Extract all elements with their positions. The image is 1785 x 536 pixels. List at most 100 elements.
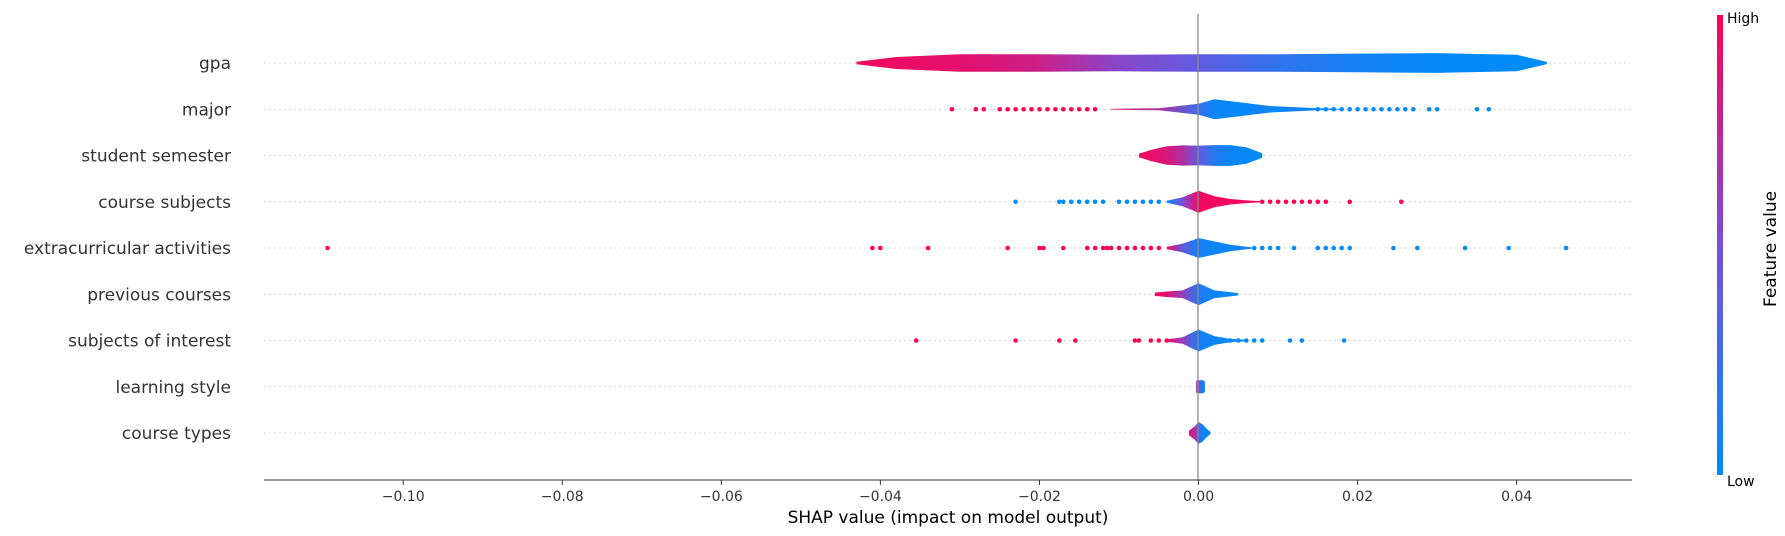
point-extracurricular-activities-4 bbox=[1005, 245, 1010, 251]
point-extracurricular-activities-29 bbox=[1391, 245, 1396, 251]
point-major-27 bbox=[1403, 106, 1408, 112]
point-extracurricular-activities-8 bbox=[1084, 245, 1090, 251]
point-extracurricular-activities-2 bbox=[878, 245, 883, 251]
point-major-25 bbox=[1387, 106, 1392, 112]
x-tick-label-1: −0.08 bbox=[541, 489, 584, 505]
point-course-subjects-9 bbox=[1124, 199, 1130, 205]
x-tick-label-3: −0.04 bbox=[859, 489, 902, 505]
point-course-subjects-16 bbox=[1275, 199, 1281, 205]
violin-course-types bbox=[1189, 422, 1211, 444]
point-extracurricular-activities-30 bbox=[1415, 245, 1420, 251]
point-course-subjects-1 bbox=[1057, 199, 1062, 205]
feature-label-learning-style: learning style bbox=[115, 378, 231, 398]
violin-gpa bbox=[856, 53, 1547, 73]
point-extracurricular-activities-5 bbox=[1037, 245, 1042, 251]
point-subjects-of-interest-1 bbox=[1013, 338, 1018, 343]
x-tick-label-5: 0.00 bbox=[1183, 489, 1214, 505]
point-major-0 bbox=[949, 106, 955, 112]
point-course-subjects-19 bbox=[1299, 199, 1305, 205]
point-major-16 bbox=[1315, 106, 1321, 112]
violin-course-subjects bbox=[1166, 190, 1263, 213]
point-course-subjects-10 bbox=[1132, 199, 1138, 205]
point-subjects-of-interest-17 bbox=[1341, 338, 1347, 343]
point-major-17 bbox=[1323, 106, 1329, 112]
point-extracurricular-activities-0 bbox=[325, 245, 330, 251]
point-extracurricular-activities-13 bbox=[1116, 245, 1122, 251]
colorbar-title: Feature value bbox=[1761, 191, 1781, 307]
point-extracurricular-activities-31 bbox=[1462, 245, 1468, 251]
point-major-20 bbox=[1347, 106, 1352, 112]
point-extracurricular-activities-12 bbox=[1108, 245, 1114, 251]
point-extracurricular-activities-33 bbox=[1563, 245, 1569, 251]
point-major-18 bbox=[1331, 106, 1336, 112]
point-course-subjects-2 bbox=[1061, 199, 1066, 205]
x-tick-label-6: 0.02 bbox=[1342, 489, 1373, 505]
point-major-31 bbox=[1474, 106, 1480, 112]
point-course-subjects-6 bbox=[1092, 199, 1098, 205]
point-extracurricular-activities-14 bbox=[1124, 245, 1130, 251]
point-subjects-of-interest-16 bbox=[1299, 338, 1305, 343]
colorbar-high-label: High bbox=[1727, 11, 1759, 27]
point-extracurricular-activities-23 bbox=[1291, 245, 1297, 251]
point-course-subjects-0 bbox=[1013, 199, 1018, 205]
point-extracurricular-activities-26 bbox=[1331, 245, 1336, 251]
point-subjects-of-interest-7 bbox=[1156, 338, 1162, 343]
point-course-subjects-23 bbox=[1347, 199, 1352, 205]
x-tick-label-4: −0.02 bbox=[1018, 489, 1061, 505]
point-course-subjects-15 bbox=[1267, 199, 1273, 205]
point-extracurricular-activities-27 bbox=[1339, 245, 1344, 251]
point-extracurricular-activities-16 bbox=[1140, 245, 1146, 251]
point-major-4 bbox=[1005, 106, 1010, 112]
point-course-subjects-12 bbox=[1148, 199, 1154, 205]
point-extracurricular-activities-3 bbox=[925, 245, 931, 251]
point-extracurricular-activities-28 bbox=[1347, 245, 1352, 251]
point-extracurricular-activities-10 bbox=[1100, 245, 1106, 251]
x-axis-label: SHAP value (impact on model output) bbox=[788, 508, 1109, 528]
feature-label-course-types: course types bbox=[122, 424, 231, 444]
point-extracurricular-activities-24 bbox=[1315, 245, 1321, 251]
point-course-subjects-20 bbox=[1307, 199, 1313, 205]
point-subjects-of-interest-4 bbox=[1132, 338, 1138, 343]
point-major-12 bbox=[1069, 106, 1074, 112]
point-subjects-of-interest-2 bbox=[1057, 338, 1062, 343]
point-extracurricular-activities-32 bbox=[1506, 245, 1511, 251]
point-course-subjects-24 bbox=[1399, 199, 1404, 205]
point-major-30 bbox=[1434, 106, 1440, 112]
point-major-29 bbox=[1426, 106, 1432, 112]
point-extracurricular-activities-20 bbox=[1259, 245, 1265, 251]
point-extracurricular-activities-21 bbox=[1267, 245, 1273, 251]
violin-extracurricular-activities bbox=[1166, 238, 1255, 258]
point-major-24 bbox=[1379, 106, 1384, 112]
point-subjects-of-interest-5 bbox=[1136, 338, 1142, 343]
violin-major bbox=[1111, 99, 1342, 120]
point-major-14 bbox=[1084, 106, 1090, 112]
point-major-1 bbox=[973, 106, 979, 112]
point-subjects-of-interest-9 bbox=[1220, 338, 1225, 343]
point-course-subjects-18 bbox=[1291, 199, 1297, 205]
point-course-subjects-4 bbox=[1076, 199, 1082, 205]
point-course-subjects-8 bbox=[1116, 199, 1122, 205]
point-major-8 bbox=[1037, 106, 1042, 112]
feature-label-subjects-of-interest: subjects of interest bbox=[68, 332, 231, 352]
point-major-26 bbox=[1395, 106, 1400, 112]
point-course-subjects-13 bbox=[1156, 199, 1162, 205]
point-major-11 bbox=[1061, 106, 1066, 112]
point-subjects-of-interest-10 bbox=[1228, 338, 1233, 343]
violin-student-semester bbox=[1138, 145, 1263, 166]
x-tick-label-0: −0.10 bbox=[382, 489, 425, 505]
feature-label-major: major bbox=[182, 100, 231, 120]
point-course-subjects-3 bbox=[1069, 199, 1074, 205]
point-extracurricular-activities-15 bbox=[1132, 245, 1138, 251]
point-course-subjects-5 bbox=[1084, 199, 1090, 205]
feature-label-course-subjects: course subjects bbox=[98, 193, 231, 213]
point-major-19 bbox=[1339, 106, 1344, 112]
feature-label-gpa: gpa bbox=[199, 54, 231, 74]
point-extracurricular-activities-11 bbox=[1104, 245, 1110, 251]
point-extracurricular-activities-9 bbox=[1092, 245, 1098, 251]
feature-label-student-semester: student semester bbox=[81, 147, 231, 167]
point-course-subjects-17 bbox=[1283, 199, 1289, 205]
colorbar-gradient bbox=[1717, 15, 1723, 475]
violin-layer bbox=[856, 53, 1547, 444]
point-major-13 bbox=[1076, 106, 1082, 112]
feature-labels: gpa major student semester course subjects e… bbox=[24, 54, 231, 444]
